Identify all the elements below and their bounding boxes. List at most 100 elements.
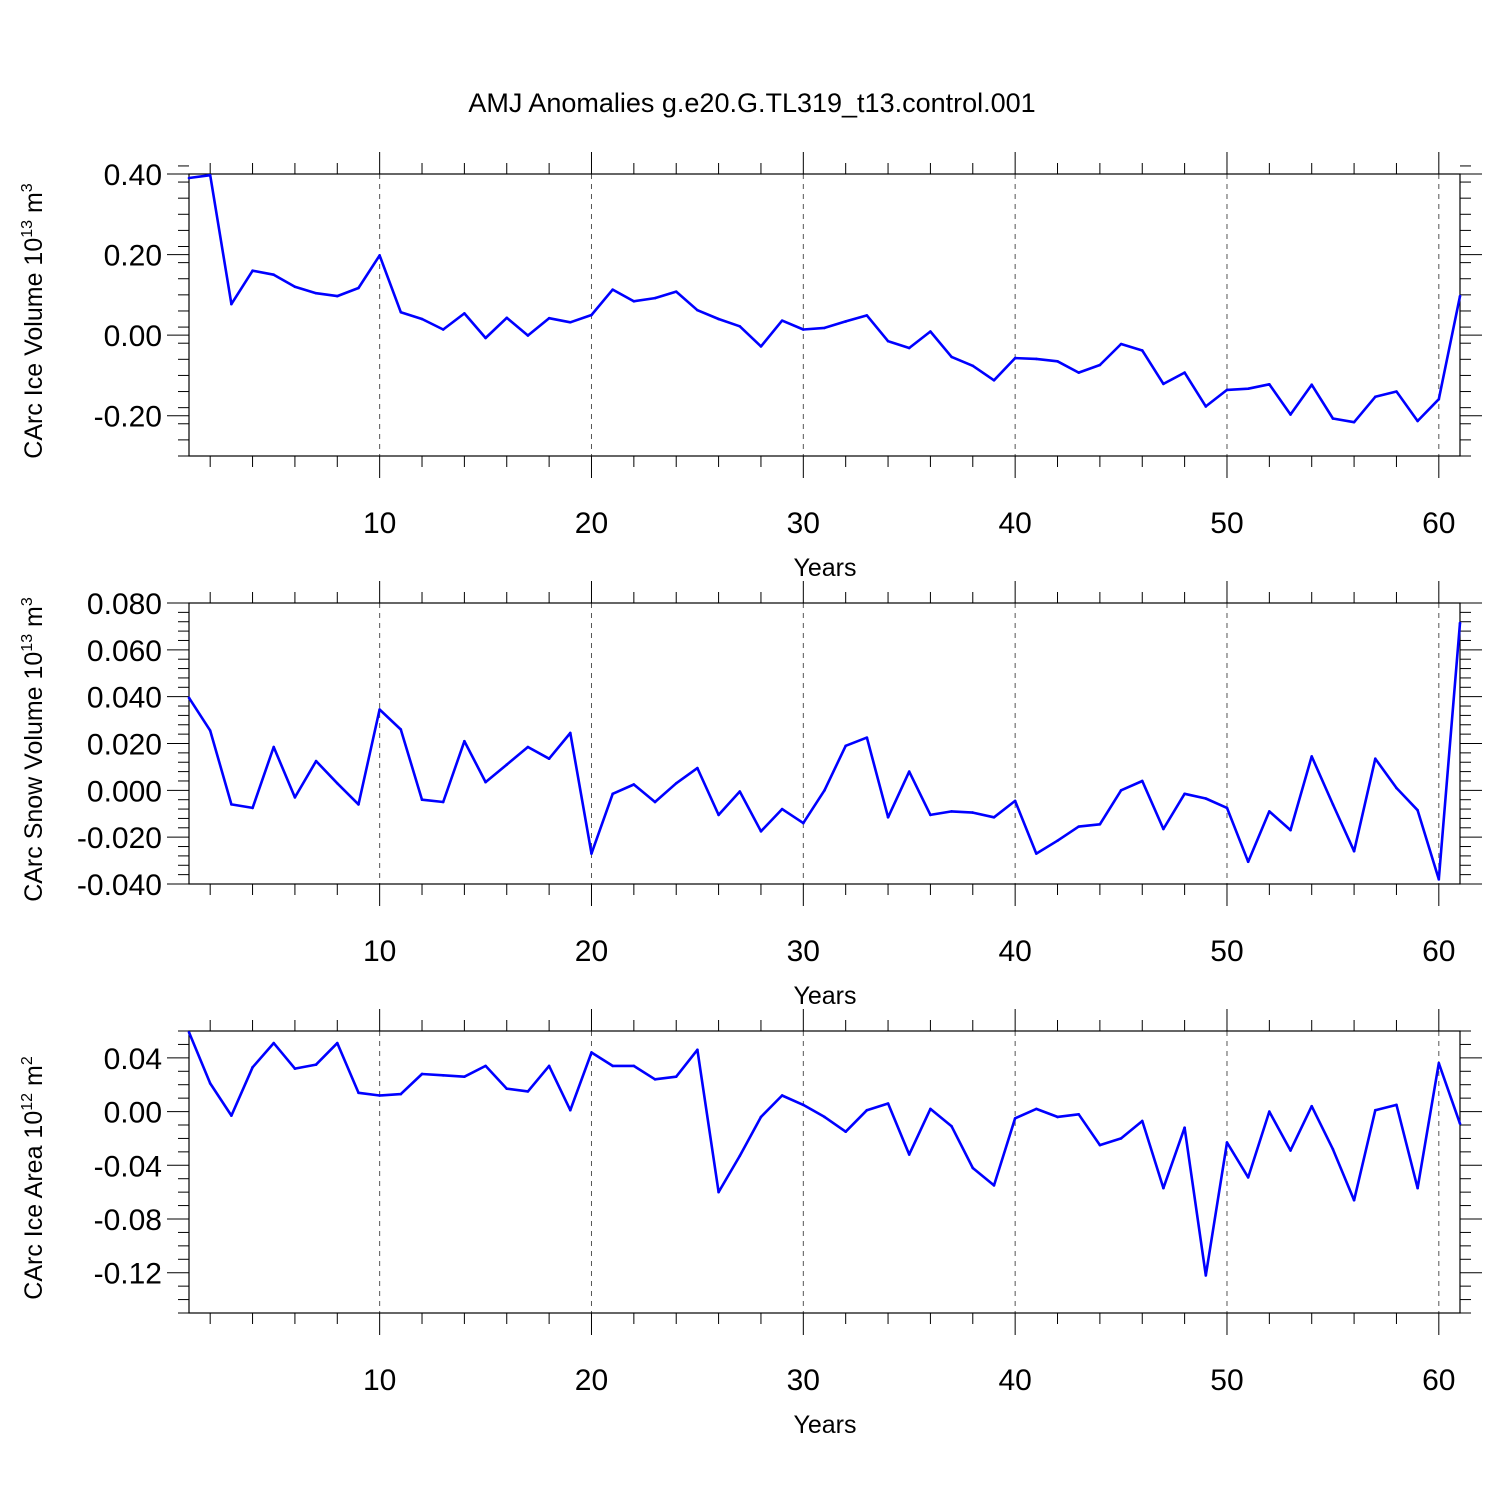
ice-volume-xtick-label: 20 (575, 507, 608, 540)
ice-volume-xaxis-label: Years (793, 554, 856, 582)
ice-area-data-point (886, 1102, 890, 1105)
ice-area-data-point (335, 1041, 339, 1045)
ice-area-data-point (463, 1075, 466, 1078)
ice-volume-data-point (696, 308, 699, 312)
ice-volume-data-point (1310, 383, 1314, 386)
ice-volume-data-point (1098, 363, 1102, 367)
ice-area-data-point (971, 1166, 975, 1170)
snow-volume-data-point (992, 815, 996, 819)
ice-volume-xtick-label: 60 (1422, 507, 1455, 540)
snow-volume-data-point (526, 745, 530, 749)
ice-volume-data-point (823, 326, 826, 330)
snow-volume-ytick-label: -0.020 (77, 822, 162, 855)
ice-area-data-point (1077, 1112, 1080, 1116)
ice-volume-data-point (484, 336, 487, 340)
ice-volume-data-point (1225, 388, 1229, 392)
snow-volume-data-point (547, 757, 551, 761)
ice-volume-xtick-label: 30 (787, 507, 820, 540)
snow-volume-xtick-label: 60 (1422, 935, 1455, 968)
ice-volume-data-point (1140, 349, 1144, 352)
ice-area-data-point (1310, 1104, 1314, 1108)
snow-volume-data-point (272, 745, 276, 749)
ice-area-data-point (1416, 1186, 1419, 1190)
snow-volume-data-point (251, 806, 254, 810)
ice-area-data-point (1395, 1103, 1398, 1107)
snow-volume-data-point (823, 789, 826, 792)
ice-area-data-point (802, 1103, 805, 1107)
snow-volume-panel: 10 20 30 40 50 60 -0.040 -0.020 0.000 0.020 0.040 0… (19, 581, 1482, 1010)
ice-area-data-point (1373, 1108, 1377, 1112)
ice-area-xtick-label: 40 (998, 1364, 1031, 1397)
snow-volume-data-point (632, 783, 636, 786)
ice-volume-data-point (420, 317, 424, 321)
ice-volume-ytick-label: -0.20 (94, 401, 162, 434)
snow-volume-data-point (802, 821, 805, 825)
ice-volume-panel: 10 20 30 40 50 60 -0.20 0.00 0.20 0.40 Years CArc I… (19, 152, 1482, 582)
ice-volume-data-point (293, 285, 297, 289)
ice-area-data-point (950, 1125, 953, 1128)
ice-volume-data-point (611, 288, 614, 291)
ice-volume-data-point (1035, 357, 1038, 361)
ice-volume-xtick-label: 50 (1210, 507, 1243, 540)
ice-volume-data-point (208, 173, 212, 177)
ice-area-data-point (590, 1051, 593, 1054)
snow-volume-xtick-label: 10 (363, 935, 396, 968)
ice-area-data-point (441, 1074, 445, 1077)
snow-volume-data-point (399, 728, 403, 731)
snow-volume-data-point (865, 736, 869, 739)
snow-volume-data-point (907, 770, 911, 773)
ice-area-data-point (1352, 1198, 1356, 1202)
ice-area-xtick-label: 50 (1210, 1364, 1243, 1397)
ice-area-data-point (1458, 1122, 1462, 1125)
ice-volume-data-point (1077, 371, 1080, 374)
snow-volume-data-point (505, 763, 509, 766)
snow-volume-data-point (1395, 786, 1398, 790)
ice-volume-data-point (1268, 382, 1271, 386)
ice-area-data-point (1183, 1126, 1186, 1129)
ice-volume-data-point (1373, 395, 1377, 399)
snow-volume-data-point (738, 790, 742, 793)
snow-volume-data-point (653, 800, 657, 804)
ice-volume-data-point (505, 316, 509, 320)
ice-area-data-point (907, 1153, 911, 1156)
ice-volume-data-point (1416, 419, 1419, 423)
ice-area-data-point (632, 1064, 636, 1068)
ice-volume-data-point (1119, 342, 1123, 346)
ice-volume-data-point (1246, 387, 1250, 391)
snow-volume-data-point (1310, 755, 1314, 758)
snow-volume-xtick-label: 20 (575, 935, 608, 968)
snow-volume-data-point (1077, 825, 1080, 828)
snow-volume-data-point (886, 815, 890, 819)
ice-area-data-point (1246, 1176, 1250, 1179)
ice-area-data-point (653, 1078, 657, 1081)
snow-volume-data-point (378, 708, 381, 711)
ice-volume-data-point (674, 290, 678, 293)
snow-volume-data-point (1246, 860, 1250, 864)
snow-volume-data-point (1352, 849, 1356, 853)
snow-volume-data-point (293, 796, 297, 799)
ice-volume-xtick-label: 40 (998, 507, 1031, 540)
ice-volume-data-point (1204, 405, 1208, 408)
ice-volume-ytick-label: 0.40 (104, 159, 162, 192)
ice-area-data-point (399, 1092, 403, 1096)
ice-area-data-point (780, 1094, 784, 1097)
ice-volume-data-point (907, 346, 911, 350)
snow-volume-data-point (674, 782, 678, 785)
ice-volume-data-point (780, 319, 784, 322)
ice-volume-data-point (1395, 390, 1398, 393)
ice-area-data-point (1437, 1061, 1441, 1065)
ice-volume-data-point (971, 364, 975, 368)
ice-volume-data-point (653, 296, 657, 300)
ice-volume-data-point (569, 320, 572, 324)
chart-panels: 10 20 30 40 50 60 -0.20 0.00 0.20 0.40 Years CArc I… (19, 152, 1482, 1439)
ice-area-data-point (230, 1114, 233, 1117)
snow-volume-data-point (611, 792, 614, 796)
ice-volume-data-point (378, 254, 381, 257)
ice-volume-data-point (357, 286, 360, 290)
ice-area-data-point (420, 1072, 424, 1076)
ice-area-ytick-label: 0.04 (104, 1043, 162, 1076)
ice-area-data-point (865, 1108, 869, 1112)
ice-volume-data-point (335, 294, 339, 298)
ice-area-data-point (484, 1064, 487, 1068)
